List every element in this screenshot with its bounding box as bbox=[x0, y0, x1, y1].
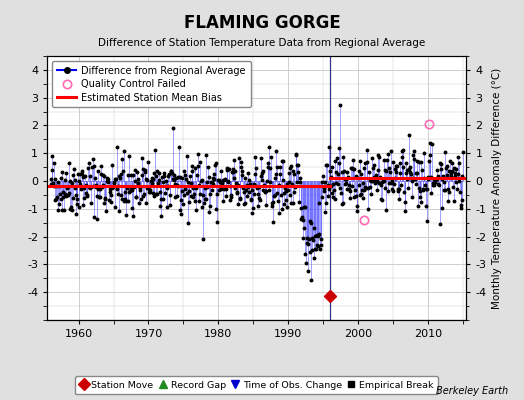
Legend: Station Move, Record Gap, Time of Obs. Change, Empirical Break: Station Move, Record Gap, Time of Obs. C… bbox=[75, 376, 438, 394]
Text: Berkeley Earth: Berkeley Earth bbox=[436, 386, 508, 396]
Text: FLAMING GORGE: FLAMING GORGE bbox=[183, 14, 341, 32]
Text: Difference of Station Temperature Data from Regional Average: Difference of Station Temperature Data f… bbox=[99, 38, 425, 48]
Y-axis label: Monthly Temperature Anomaly Difference (°C): Monthly Temperature Anomaly Difference (… bbox=[492, 67, 502, 309]
